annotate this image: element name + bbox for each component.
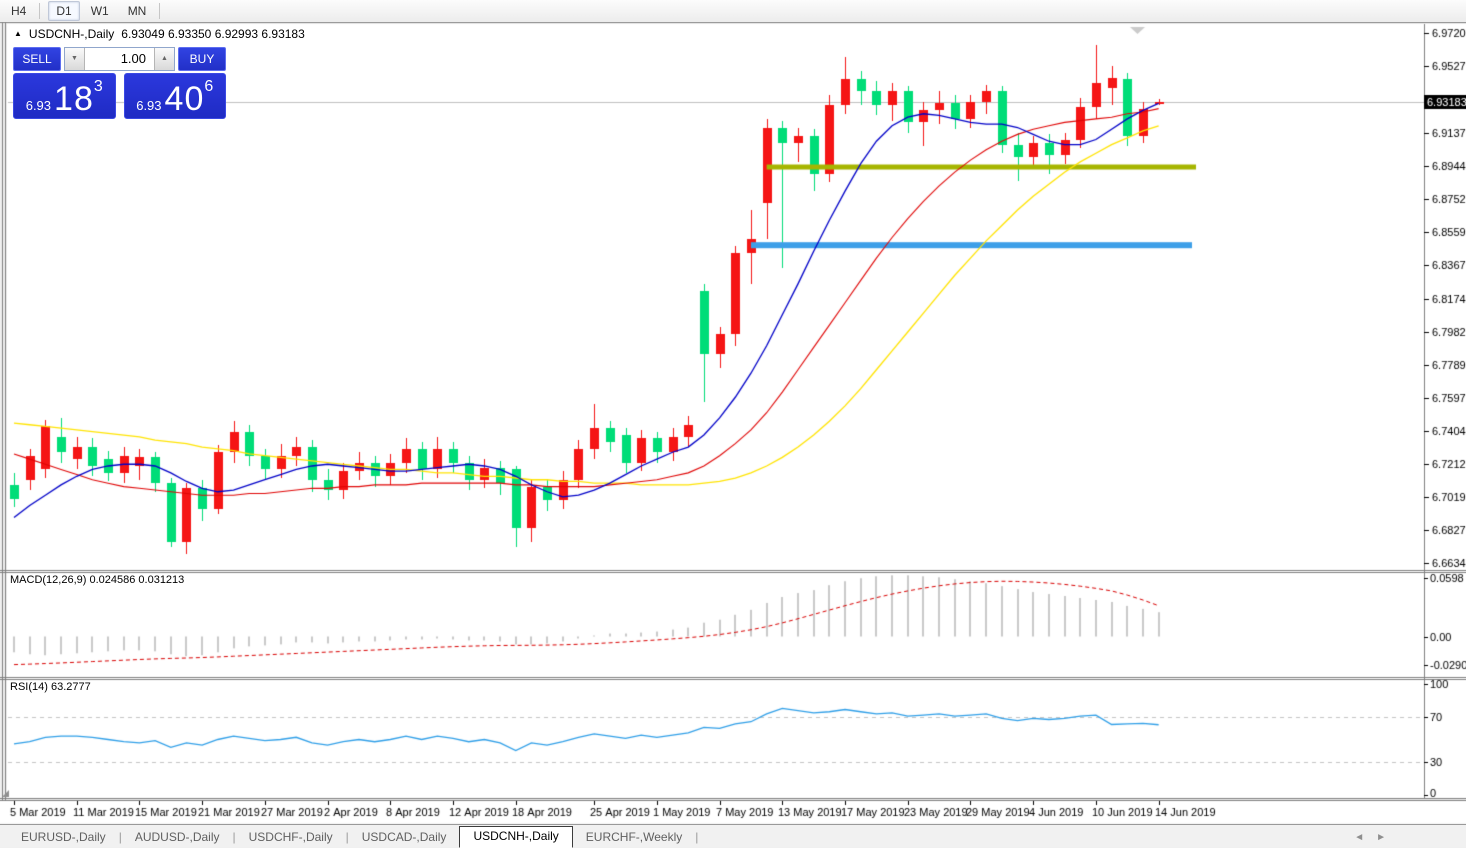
volume-input[interactable]: 1.00 <box>120 51 146 66</box>
timeframe-toolbar: H4 D1 W1 MN <box>0 0 1466 22</box>
chevron-up-icon: ▲ <box>161 55 168 62</box>
one-click-trade-panel: SELL ▼ 1.00 ▲ BUY 6.93 18 3 6.93 40 6 <box>13 47 226 119</box>
sell-price-box[interactable]: 6.93 18 3 <box>13 73 116 119</box>
macd-indicator-label: MACD(12,26,9) 0.024586 0.031213 <box>10 574 185 586</box>
toolbar-separator <box>39 3 41 19</box>
timeframe-button-mn[interactable]: MN <box>127 4 147 18</box>
tab-separator: | <box>232 830 236 844</box>
tab-usdcad-daily[interactable]: USDCAD-,Daily <box>361 830 447 844</box>
volume-increase-button[interactable]: ▲ <box>154 48 174 70</box>
sell-price-superscript: 3 <box>93 78 103 95</box>
volume-decrease-button[interactable]: ▼ <box>65 48 85 70</box>
tabs-scroll-right-icon[interactable]: ► <box>1376 832 1386 843</box>
timeframe-button-d1[interactable]: D1 <box>48 1 80 21</box>
chart-title: ▲ USDCNH-,Daily 6.93049 6.93350 6.92993 … <box>14 27 305 41</box>
tab-eurchf-weekly[interactable]: EURCHF-,Weekly <box>585 830 683 844</box>
tab-scroll-arrows: ◄ ► <box>1354 832 1386 843</box>
tab-usdchf-daily[interactable]: USDCHF-,Daily <box>248 830 333 844</box>
sell-button[interactable]: SELL <box>13 47 61 71</box>
timeframe-button-h4[interactable]: H4 <box>11 4 27 18</box>
tab-separator: | <box>118 830 122 844</box>
sell-price-prefix: 6.93 <box>25 98 52 113</box>
symbol-tab-bar: EURUSD-,Daily | AUDUSD-,Daily | USDCHF-,Dail… <box>0 824 1466 848</box>
buy-price-superscript: 6 <box>204 78 214 95</box>
rsi-indicator-label: RSI(14) 63.2777 <box>10 681 91 693</box>
buy-button[interactable]: BUY <box>178 47 226 71</box>
chevron-down-icon: ▼ <box>71 55 78 62</box>
volume-stepper: ▼ 1.00 ▲ <box>64 47 175 71</box>
tab-separator: | <box>695 830 699 844</box>
tab-separator: | <box>345 830 349 844</box>
tab-eurusd-daily[interactable]: EURUSD-,Daily <box>21 830 106 844</box>
tabs-scroll-left-icon[interactable]: ◄ <box>1354 832 1365 843</box>
quote-up-icon: ▲ <box>14 29 22 38</box>
buy-price-box[interactable]: 6.93 40 6 <box>123 73 226 119</box>
chart-symbol-label: USDCNH-,Daily <box>28 27 115 41</box>
tab-usdcnh-daily[interactable]: USDCNH-,Daily <box>459 826 573 848</box>
buy-price-big-digits: 40 <box>164 80 205 118</box>
timeframe-button-w1[interactable]: W1 <box>90 4 109 18</box>
sell-price-big-digits: 18 <box>54 80 94 118</box>
tab-audusd-daily[interactable]: AUDUSD-,Daily <box>134 830 220 844</box>
buy-price-prefix: 6.93 <box>136 98 162 113</box>
chart-ohlc-values: 6.93049 6.93350 6.92993 6.93183 <box>121 27 305 41</box>
toolbar-separator <box>159 3 161 19</box>
